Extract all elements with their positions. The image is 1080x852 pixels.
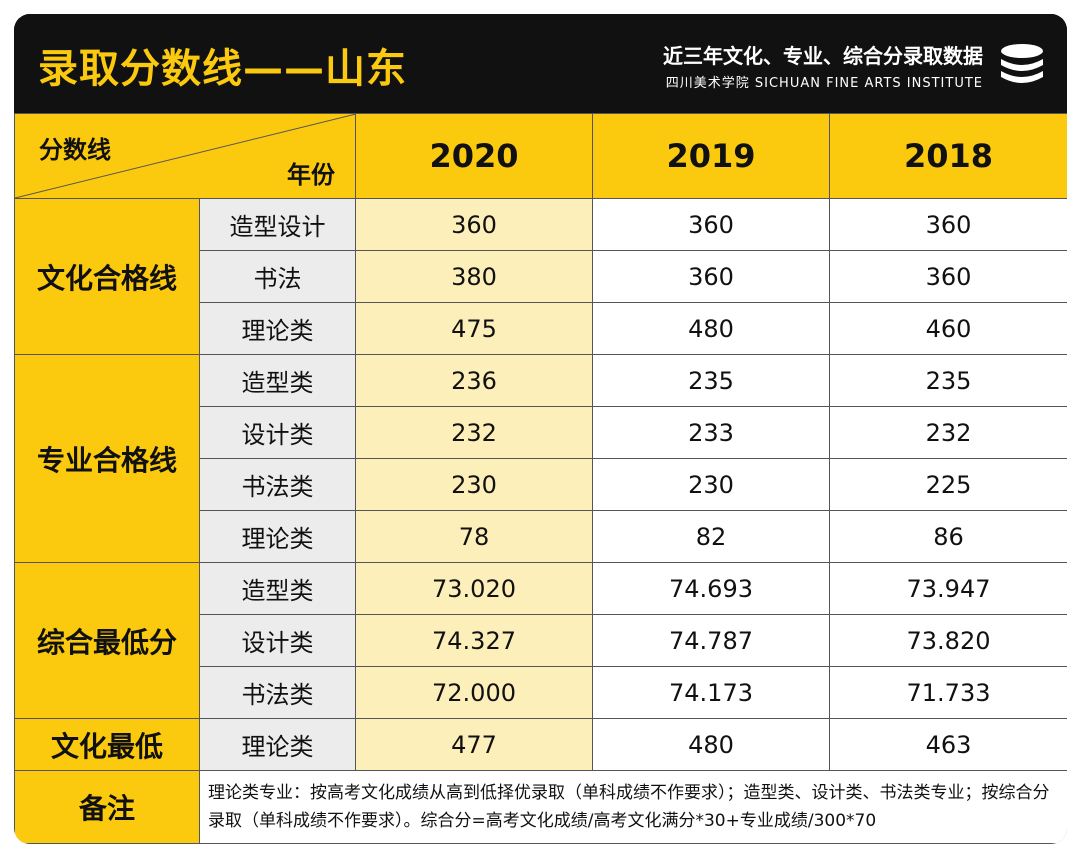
score-cell: 360 bbox=[829, 250, 1067, 303]
group-label: 专业合格线 bbox=[14, 354, 200, 563]
table-header-row: 分数线 年份 2020 2019 2018 bbox=[14, 113, 1067, 199]
table-row: 文化合格线 造型设计 360 360 360 bbox=[14, 198, 1067, 355]
row-label: 书法 bbox=[199, 250, 356, 303]
diagonal-line bbox=[15, 114, 356, 198]
score-cell: 475 bbox=[355, 302, 593, 355]
year-header: 2020 bbox=[355, 113, 593, 199]
group-label: 文化合格线 bbox=[14, 198, 200, 355]
year-header: 2019 bbox=[592, 113, 830, 199]
row-label: 理论类 bbox=[199, 718, 356, 771]
score-cell: 72.000 bbox=[355, 666, 593, 719]
table-row: 理论类 475 480 460 bbox=[15, 302, 1067, 355]
note-text: 理论类专业：按高考文化成绩从高到低择优录取（单科成绩不作要求）；造型类、设计类、… bbox=[199, 770, 1067, 844]
score-cell: 232 bbox=[355, 406, 593, 459]
row-label: 理论类 bbox=[199, 510, 356, 563]
score-cell: 225 bbox=[829, 458, 1067, 511]
score-cell: 73.020 bbox=[355, 562, 593, 615]
score-cell: 78 bbox=[355, 510, 593, 563]
year-header: 2018 bbox=[829, 113, 1067, 199]
score-cell: 236 bbox=[355, 354, 593, 407]
score-cell: 230 bbox=[592, 458, 830, 511]
score-cell: 86 bbox=[829, 510, 1067, 563]
group-label: 文化最低 bbox=[14, 718, 200, 771]
row-label: 造型类 bbox=[199, 354, 356, 407]
row-label: 设计类 bbox=[199, 406, 356, 459]
corner-label-year: 年份 bbox=[287, 161, 335, 189]
header-bar: 录取分数线——山东 近三年文化、专业、综合分录取数据 四川美术学院 SICHUA… bbox=[14, 14, 1067, 113]
score-cell: 74.693 bbox=[592, 562, 830, 615]
score-cell: 380 bbox=[355, 250, 593, 303]
score-cell: 74.173 bbox=[592, 666, 830, 719]
row-label: 理论类 bbox=[199, 302, 356, 355]
table-row: 专业合格线 造型类 236 235 235 bbox=[14, 354, 1067, 563]
score-cell: 73.820 bbox=[829, 614, 1067, 667]
table-row: 文化最低 理论类 477 480 463 bbox=[14, 718, 1067, 771]
note-label: 备注 bbox=[14, 770, 200, 844]
page-title: 录取分数线——山东 bbox=[38, 46, 407, 92]
score-cell: 232 bbox=[829, 406, 1067, 459]
score-cell: 463 bbox=[829, 718, 1067, 771]
score-table: 分数线 年份 2020 2019 2018 文化合格线 造型设计 360 360… bbox=[14, 113, 1067, 844]
table-row: 设计类 74.327 74.787 73.820 bbox=[15, 614, 1067, 667]
note-row: 备注 理论类专业：按高考文化成绩从高到低择优录取（单科成绩不作要求）；造型类、设… bbox=[14, 770, 1067, 844]
table-row: 理论类 78 82 86 bbox=[15, 510, 1067, 563]
score-cell: 74.327 bbox=[355, 614, 593, 667]
score-cell: 360 bbox=[592, 198, 830, 251]
score-cell: 480 bbox=[592, 718, 830, 771]
group-label: 综合最低分 bbox=[14, 562, 200, 719]
score-cell: 477 bbox=[355, 718, 593, 771]
row-label: 造型类 bbox=[199, 562, 356, 615]
score-cell: 235 bbox=[829, 354, 1067, 407]
corner-cell: 分数线 年份 bbox=[14, 113, 356, 199]
score-table-wrapper: 分数线 年份 2020 2019 2018 文化合格线 造型设计 360 360… bbox=[14, 113, 1067, 844]
row-label: 书法类 bbox=[199, 666, 356, 719]
row-label: 书法类 bbox=[199, 458, 356, 511]
table-row: 书法 380 360 360 bbox=[15, 250, 1067, 303]
score-cell: 230 bbox=[355, 458, 593, 511]
table-row: 书法类 230 230 225 bbox=[15, 458, 1067, 511]
corner-label-score: 分数线 bbox=[39, 136, 111, 164]
score-card: 录取分数线——山东 近三年文化、专业、综合分录取数据 四川美术学院 SICHUA… bbox=[14, 14, 1067, 844]
score-cell: 460 bbox=[829, 302, 1067, 355]
institute-name: 四川美术学院 SICHUAN FINE ARTS INSTITUTE bbox=[665, 76, 983, 91]
header-subtitle: 近三年文化、专业、综合分录取数据 bbox=[663, 44, 983, 68]
table-row: 综合最低分 造型类 73.020 74.693 73.947 bbox=[14, 562, 1067, 719]
score-cell: 235 bbox=[592, 354, 830, 407]
score-cell: 233 bbox=[592, 406, 830, 459]
table-row: 设计类 232 233 232 bbox=[15, 406, 1067, 459]
stacked-discs-icon bbox=[1001, 44, 1043, 83]
score-cell: 71.733 bbox=[829, 666, 1067, 719]
score-cell: 73.947 bbox=[829, 562, 1067, 615]
score-cell: 360 bbox=[592, 250, 830, 303]
row-label: 设计类 bbox=[199, 614, 356, 667]
score-cell: 480 bbox=[592, 302, 830, 355]
score-cell: 360 bbox=[829, 198, 1067, 251]
score-cell: 74.787 bbox=[592, 614, 830, 667]
table-row: 书法类 72.000 74.173 71.733 bbox=[15, 666, 1067, 719]
score-cell: 82 bbox=[592, 510, 830, 563]
row-label: 造型设计 bbox=[199, 198, 356, 251]
score-cell: 360 bbox=[355, 198, 593, 251]
